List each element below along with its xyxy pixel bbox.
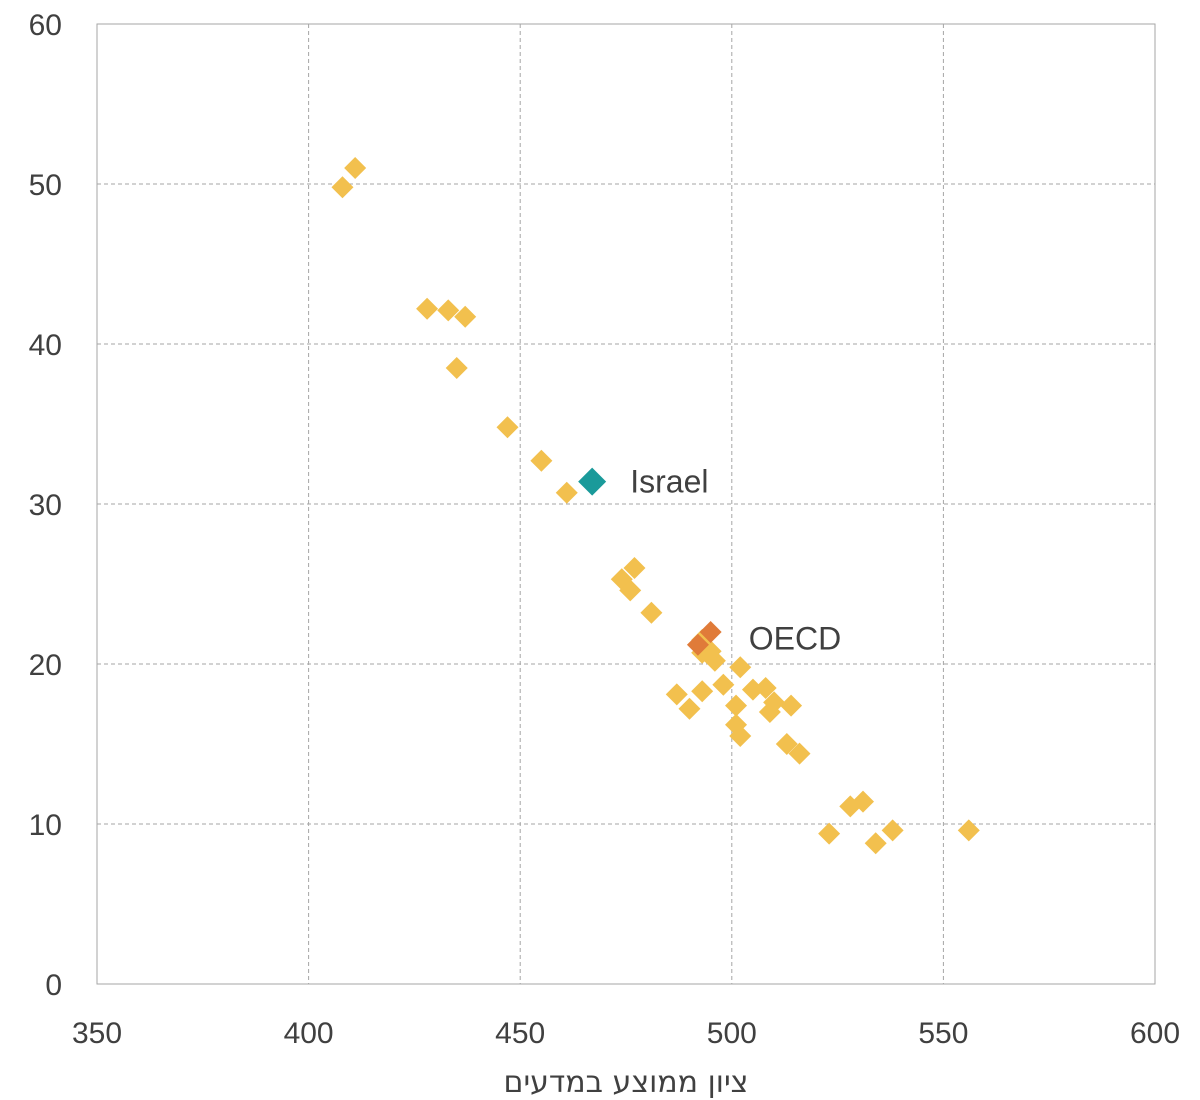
x-tick-label: 350 xyxy=(72,1017,122,1050)
data-point xyxy=(623,557,646,579)
data-point xyxy=(454,305,477,328)
y-tick-label: 50 xyxy=(29,169,62,202)
israel-data-point xyxy=(578,467,607,496)
data-point xyxy=(640,601,663,624)
data-point xyxy=(780,694,803,717)
y-tick-label: 20 xyxy=(29,649,62,682)
data-point xyxy=(665,683,688,706)
y-tick-label: 40 xyxy=(29,329,62,362)
data-point xyxy=(703,649,726,672)
annotations: Israel OECD xyxy=(630,464,841,657)
data-point xyxy=(530,449,553,472)
data-point xyxy=(712,673,735,696)
annotation-israel: Israel xyxy=(630,464,708,500)
x-axis-title: ציון ממוצע במדעים xyxy=(504,1065,749,1100)
data-point xyxy=(775,733,798,755)
data-point xyxy=(881,819,904,842)
data-point xyxy=(725,694,748,717)
y-tick-label: 0 xyxy=(45,969,62,1002)
data-point xyxy=(331,176,354,199)
data-point xyxy=(729,656,752,679)
x-tick-label: 550 xyxy=(918,1017,968,1050)
data-point xyxy=(691,680,714,703)
y-tick-label: 30 xyxy=(29,489,62,522)
data-point xyxy=(344,157,367,179)
x-tick-label: 500 xyxy=(707,1017,757,1050)
data-points xyxy=(331,157,980,855)
x-tick-label: 450 xyxy=(495,1017,545,1050)
data-point xyxy=(496,416,519,439)
y-tick-labels: 0 10 20 30 40 50 60 xyxy=(29,9,62,1002)
annotation-oecd: OECD xyxy=(749,620,841,656)
data-point xyxy=(445,357,468,379)
data-point xyxy=(818,822,841,845)
data-point xyxy=(555,481,578,504)
gridlines xyxy=(97,24,1155,984)
data-point xyxy=(957,819,980,842)
y-tick-label: 10 xyxy=(29,809,62,842)
data-point xyxy=(678,697,701,720)
data-point xyxy=(788,742,811,765)
oecd-data-point xyxy=(686,633,709,656)
plot-frame xyxy=(96,23,1156,985)
y-tick-label: 60 xyxy=(29,9,62,42)
x-tick-label: 400 xyxy=(284,1017,334,1050)
data-point xyxy=(416,297,439,320)
data-point xyxy=(729,725,752,747)
data-point xyxy=(763,691,786,714)
x-tick-label: 600 xyxy=(1130,1017,1180,1050)
data-point xyxy=(864,832,887,855)
data-point xyxy=(741,678,764,701)
x-tick-labels: 350 400 450 500 550 600 xyxy=(72,1017,1180,1050)
data-point xyxy=(851,790,874,813)
data-point xyxy=(754,677,777,699)
data-point xyxy=(619,579,642,602)
data-point xyxy=(437,299,460,322)
oecd-data-point xyxy=(699,621,722,643)
